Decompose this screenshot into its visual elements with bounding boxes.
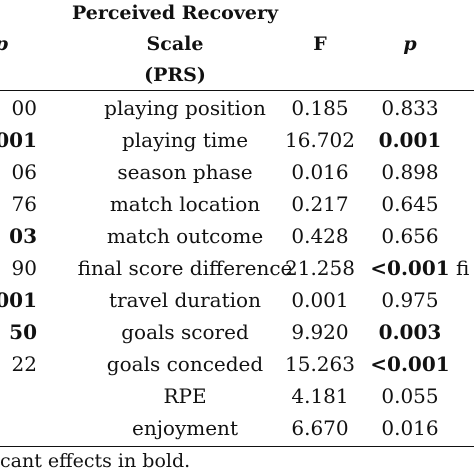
row-p-value: 0.975	[381, 288, 439, 312]
row-left-fragment: 001	[0, 288, 37, 312]
row-p-value: <0.001	[370, 352, 450, 376]
row-p-value: 0.898	[381, 160, 439, 184]
header-p: p	[403, 33, 417, 55]
row-f-value: 4.181	[291, 384, 349, 408]
row-f-value: 0.016	[291, 160, 349, 184]
row-variable: final score difference	[77, 256, 293, 280]
row-p-value: 0.016	[381, 416, 439, 440]
row-left-fragment: 90	[11, 256, 37, 280]
row-f-value: 0.217	[291, 192, 349, 216]
row-p-value: 0.055	[381, 384, 439, 408]
row-variable: enjoyment	[132, 416, 238, 440]
row-variable: RPE	[163, 384, 207, 408]
row-left-fragment: 22	[11, 352, 37, 376]
row-f-value: 15.263	[285, 352, 355, 376]
header-rule	[0, 90, 474, 91]
header-f: F	[313, 33, 327, 55]
header-variable-line2: Scale	[146, 33, 204, 55]
row-p-value: <0.001	[370, 256, 450, 280]
header-variable-line1: Perceived Recovery	[71, 2, 279, 24]
row-f-value: 0.185	[291, 96, 349, 120]
header-left-fragment: p	[0, 33, 8, 55]
row-p-value: 0.645	[381, 192, 439, 216]
row-f-value: 16.702	[285, 128, 355, 152]
row-f-value: 6.670	[291, 416, 349, 440]
row-left-fragment: 00	[11, 96, 37, 120]
row-p-value: 0.656	[381, 224, 439, 248]
row-p-value: 0.001	[378, 128, 442, 152]
row-variable: match outcome	[106, 224, 264, 248]
row-right-fragment: fi	[456, 256, 470, 280]
row-left-fragment: 03	[9, 224, 37, 248]
row-left-fragment: 76	[11, 192, 37, 216]
row-p-value: 0.833	[381, 96, 439, 120]
header-variable-line3: (PRS)	[144, 64, 206, 86]
row-variable: playing time	[121, 128, 249, 152]
row-left-fragment: 50	[9, 320, 37, 344]
row-p-value: 0.003	[378, 320, 442, 344]
row-left-fragment: 06	[11, 160, 37, 184]
row-variable: goals scored	[121, 320, 249, 344]
row-f-value: 0.001	[291, 288, 349, 312]
row-variable: goals conceded	[106, 352, 264, 376]
row-variable: travel duration	[109, 288, 261, 312]
footnote: cant effects in bold.	[0, 450, 191, 472]
row-variable: season phase	[117, 160, 253, 184]
bottom-rule	[0, 446, 474, 447]
row-f-value: 21.258	[285, 256, 355, 280]
row-f-value: 0.428	[291, 224, 349, 248]
row-variable: match location	[109, 192, 261, 216]
row-left-fragment: 001	[0, 128, 37, 152]
row-variable: playing position	[104, 96, 266, 120]
row-f-value: 9.920	[291, 320, 349, 344]
